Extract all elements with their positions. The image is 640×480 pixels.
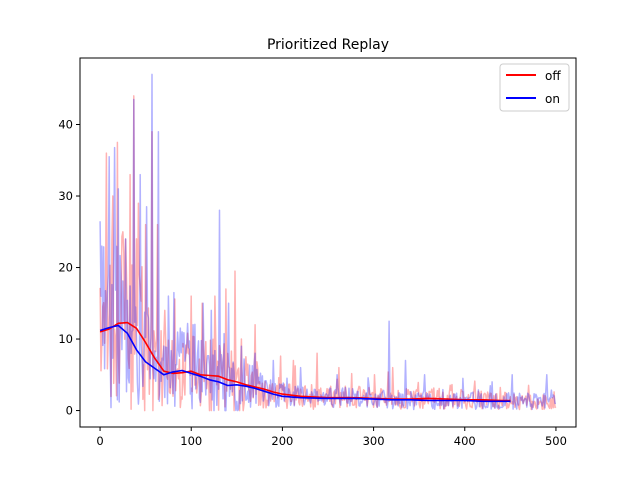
smoothed-line-on [99, 324, 511, 403]
x-tick-label: 100 [180, 434, 202, 448]
x-tick-label: 0 [96, 434, 103, 448]
legend-label-off: off [545, 69, 561, 83]
y-tick-label: 10 [58, 332, 73, 346]
smoothed-series-layer [99, 321, 511, 403]
y-tick-label: 0 [66, 404, 73, 418]
y-tick-label: 20 [58, 261, 73, 275]
smoothed-line-off [99, 321, 511, 402]
legend: off on [499, 63, 570, 112]
chart-title: Prioritized Replay [267, 37, 389, 53]
y-tick-label: 40 [58, 118, 73, 132]
y-axis: 0 10 20 30 40 [58, 118, 80, 418]
plot-frame [79, 57, 577, 428]
x-tick-label: 500 [545, 434, 567, 448]
legend-label-on: on [545, 92, 560, 106]
x-tick-label: 300 [363, 434, 385, 448]
y-tick-label: 30 [58, 189, 73, 203]
x-axis: 0 100 200 300 400 500 [96, 427, 567, 448]
x-tick-label: 200 [271, 434, 293, 448]
x-tick-label: 400 [454, 434, 476, 448]
